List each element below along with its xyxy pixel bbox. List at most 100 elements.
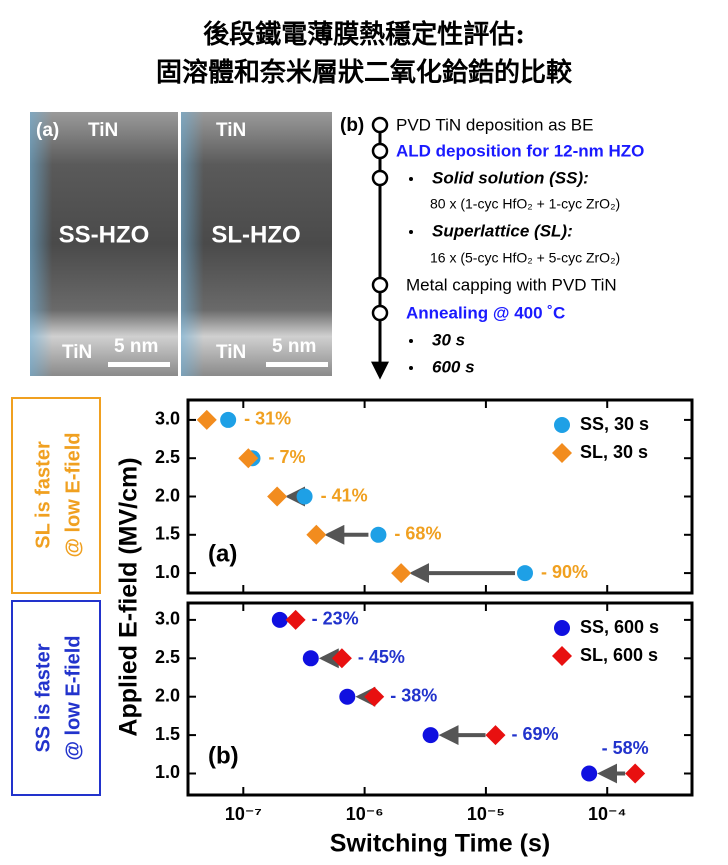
plot-frame	[186, 601, 694, 797]
change-label: - 69%	[512, 724, 559, 744]
diamond-marker	[306, 524, 327, 545]
title-line: 固溶體和奈米層狀二氧化鉿鋯的比較	[156, 57, 573, 88]
diamond-marker	[391, 563, 412, 584]
process-step: ALD deposition for 12-nm HZO	[396, 141, 644, 160]
bullet	[409, 366, 413, 370]
y-axis-label: Applied E-field (MV/cm)	[115, 457, 143, 736]
bullets	[409, 177, 413, 370]
circle-marker	[302, 650, 319, 667]
y-tick-label: 3.0	[155, 409, 180, 429]
bullet	[409, 230, 413, 234]
diamond-marker	[331, 648, 352, 669]
legend-label: SS, 600 s	[580, 617, 659, 637]
panel-label: (b)	[340, 115, 364, 136]
x-tick-label: 10⁻⁷	[225, 804, 262, 824]
diamond-marker	[285, 609, 306, 630]
flow-node	[371, 169, 389, 187]
circle-marker	[220, 411, 237, 428]
side-note-line: SL is faster	[32, 441, 54, 549]
tem-tint	[181, 112, 332, 376]
process-step: 30 s	[432, 330, 465, 349]
side-note-line: SS is faster	[32, 643, 54, 752]
circle-marker	[370, 526, 387, 543]
change-label: - 41%	[321, 485, 368, 505]
diamond-marker	[364, 686, 385, 707]
panel-label: (a)	[36, 120, 59, 141]
tem-label: SL-HZO	[211, 221, 300, 248]
y-tick-label: 1.0	[155, 762, 180, 782]
diamond-marker	[625, 763, 646, 784]
x-tick-label: 10⁻⁵	[467, 804, 505, 824]
bullet	[409, 339, 413, 343]
y-tick-label: 2.5	[155, 447, 180, 467]
panel-label: (b)	[208, 742, 239, 769]
x-tick-label: 10⁻⁴	[588, 804, 626, 824]
diamond-marker	[238, 448, 259, 469]
diamond-marker	[196, 409, 217, 430]
diamond-marker	[485, 725, 506, 746]
y-tick-label: 2.0	[155, 485, 180, 505]
bullet	[409, 177, 413, 181]
side-note: SS is faster @ low E-field	[32, 635, 84, 760]
y-tick-label: 2.5	[155, 647, 180, 667]
change-label: - 31%	[244, 409, 291, 429]
side-note-line: @ low E-field	[62, 432, 84, 557]
process-step: Superlattice (SL):	[432, 221, 573, 240]
x-axis-label: Switching Time (s)	[330, 830, 550, 858]
tem-tint	[30, 112, 178, 376]
legend-label: SL, 600 s	[580, 645, 658, 665]
process-step: Annealing @ 400 ˚C	[406, 303, 565, 322]
change-label: - 7%	[268, 447, 305, 467]
scale-label: 5 nm	[114, 336, 158, 357]
circle-marker	[422, 727, 439, 744]
legend-label: SS, 30 s	[580, 414, 649, 434]
legend-marker	[552, 646, 572, 666]
process-step: Metal capping with PVD TiN	[406, 275, 617, 294]
y-tick-label: 2.0	[155, 685, 180, 705]
legend-marker	[554, 620, 570, 636]
circle-marker	[296, 488, 313, 505]
title-line: 後段鐵電薄膜熱穩定性評估:	[203, 19, 525, 50]
tem-label: SS-HZO	[59, 221, 150, 248]
change-label: - 23%	[312, 609, 359, 629]
process-step: 80 x (1-cyc HfO₂ + 1-cyc ZrO₂)	[430, 196, 620, 212]
side-note-line: @ low E-field	[62, 635, 84, 760]
panel-label: (a)	[208, 540, 237, 567]
tem-label: TiN	[216, 120, 246, 141]
tem-label: TiN	[216, 342, 246, 363]
scale-label: 5 nm	[272, 336, 316, 357]
circle-marker	[581, 765, 598, 782]
y-tick-label: 1.5	[155, 524, 180, 544]
change-label: - 90%	[541, 562, 588, 582]
legend-label: SL, 30 s	[580, 442, 648, 462]
flow-nodes	[371, 116, 389, 322]
diamond-marker	[267, 486, 288, 507]
note-box	[11, 397, 101, 594]
y-tick-label: 3.0	[155, 609, 180, 629]
flow-node	[371, 304, 389, 322]
change-label: - 68%	[394, 524, 441, 544]
change-label: - 58%	[602, 738, 649, 758]
flow-node	[371, 116, 389, 134]
y-tick-label: 1.0	[155, 562, 180, 582]
flow-node	[371, 142, 389, 160]
process-step: PVD TiN deposition as BE	[396, 115, 593, 134]
circle-marker	[516, 565, 533, 582]
tem-label: TiN	[88, 120, 118, 141]
flow-node	[371, 276, 389, 294]
side-note: SL is faster @ low E-field	[32, 432, 84, 557]
note-box	[11, 600, 101, 796]
scale-bar	[266, 362, 328, 367]
y-tick-label: 1.5	[155, 724, 180, 744]
scale-bar	[108, 362, 170, 367]
circle-marker	[339, 688, 356, 705]
legend-marker	[552, 443, 572, 463]
change-label: - 45%	[358, 647, 405, 667]
x-tick-label: 10⁻⁶	[346, 804, 384, 824]
tem-label: TiN	[62, 342, 92, 363]
change-label: - 38%	[390, 685, 437, 705]
process-step: 600 s	[432, 357, 475, 376]
circle-marker	[271, 611, 288, 628]
process-step: Solid solution (SS):	[432, 168, 589, 187]
